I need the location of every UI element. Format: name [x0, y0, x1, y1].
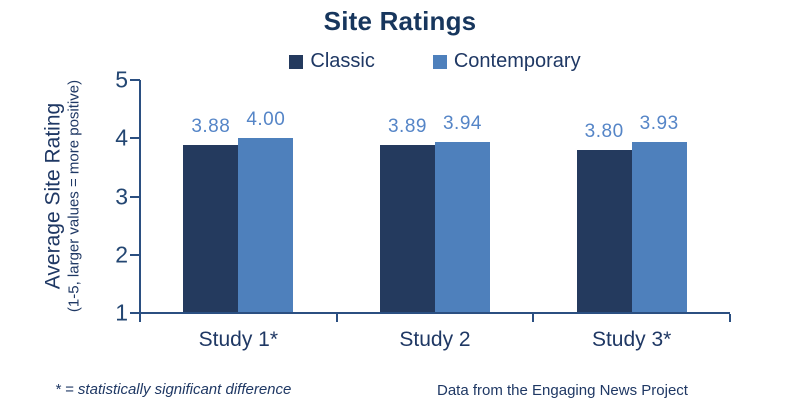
- y-axis-tick-label: 2: [115, 241, 128, 268]
- legend-item-contemporary: Contemporary: [432, 50, 581, 73]
- y-axis-tick: [130, 312, 140, 314]
- legend-swatch-classic: [289, 54, 304, 69]
- bar-contemporary-study-1: 4.00: [238, 109, 294, 313]
- x-axis-label-study-2: Study 2: [399, 328, 471, 351]
- y-axis-tick-label: 3: [115, 183, 128, 209]
- plot-area: 3.88 4.00 3.89 3.94 3.80 3.93: [130, 79, 731, 322]
- y-axis-tick: [130, 79, 140, 81]
- x-axis-tick: [139, 314, 141, 322]
- bar-value-label: 3.94: [442, 112, 482, 134]
- bar-value-label: 3.88: [191, 116, 231, 138]
- y-axis-tick-label: 1: [115, 299, 128, 326]
- y-axis-title: Average Site Rating (1-5, larger values …: [41, 26, 82, 366]
- x-axis-category-labels: Study 1* Study 2 Study 3*: [140, 328, 730, 356]
- x-axis-line: [139, 312, 730, 314]
- bar-classic-study-3: 3.80: [576, 121, 632, 313]
- bar-contemporary-study-3: 3.93: [631, 113, 687, 313]
- y-axis-tick: [130, 253, 140, 256]
- bar-group-study-3: 3.80 3.93: [533, 80, 730, 313]
- bar-classic-study-1: 3.88: [183, 116, 239, 313]
- y-axis-tick-label: 4: [115, 124, 128, 151]
- bar-value-label: 4.00: [246, 109, 286, 131]
- legend-label-classic: Classic: [310, 50, 375, 72]
- bar-classic-study-2: 3.89: [379, 116, 435, 313]
- footnote-source: Data from the Engaging News Project: [437, 382, 688, 399]
- footnote-significance: * = statistically significant difference: [55, 381, 292, 398]
- y-axis-title-sub: (1-5, larger values = more positive): [65, 79, 83, 313]
- bar-value-label: 3.93: [639, 113, 679, 135]
- y-axis-tick-labels: 1 2 3 4 5: [90, 68, 128, 324]
- x-axis-tick: [532, 314, 535, 322]
- legend: Classic Contemporary: [140, 50, 730, 73]
- y-axis-tick-label: 5: [115, 66, 128, 93]
- x-axis-tick: [729, 314, 731, 322]
- x-axis-tick: [335, 314, 338, 322]
- legend-swatch-contemporary: [432, 54, 447, 69]
- bar-contemporary-study-2: 3.94: [434, 113, 490, 313]
- bar-value-label: 3.89: [387, 115, 427, 137]
- y-axis-tick: [130, 195, 140, 198]
- bar-group-study-1: 3.88 4.00: [140, 80, 337, 313]
- bar-group-study-2: 3.89 3.94: [337, 80, 534, 313]
- y-axis-tick: [130, 137, 140, 140]
- legend-item-classic: Classic: [289, 50, 375, 73]
- legend-label-contemporary: Contemporary: [453, 50, 581, 72]
- x-axis-label-study-1: Study 1*: [198, 328, 279, 351]
- y-axis-title-main: Average Site Rating: [41, 102, 65, 290]
- bar-value-label: 3.80: [584, 120, 624, 142]
- chart-title: Site Ratings: [323, 6, 477, 36]
- x-axis-label-study-3: Study 3*: [591, 328, 672, 351]
- y-axis-line: [139, 80, 141, 314]
